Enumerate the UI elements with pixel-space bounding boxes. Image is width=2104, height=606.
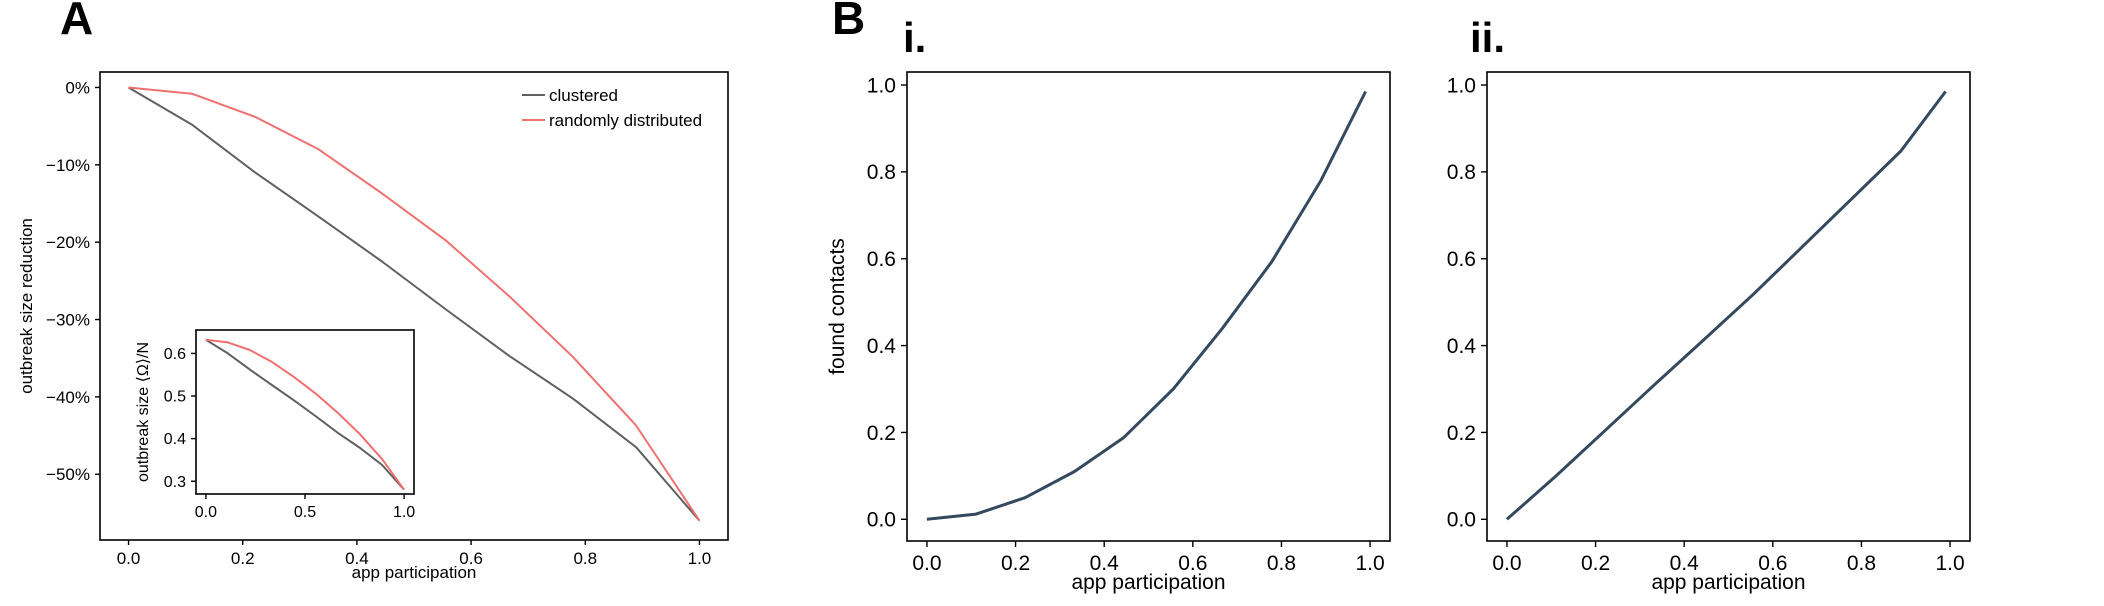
series-line-clustered	[205, 338, 405, 491]
y-tick-label: 0.2	[867, 422, 896, 445]
legend-label: clustered	[549, 86, 618, 105]
series-line-blue	[1505, 90, 1947, 521]
y-tick-label: 0.2	[1447, 422, 1476, 445]
x-tick-label: 0.2	[1581, 552, 1610, 575]
y-tick-label: 0.4	[867, 335, 897, 358]
y-tick-label: −10%	[46, 156, 90, 175]
y-tick-label: 0.6	[867, 248, 896, 271]
x-tick-label: 0.4	[1670, 552, 1700, 575]
x-tick-label: 0.6	[1178, 552, 1207, 575]
x-tick-label: 0.4	[1090, 552, 1120, 575]
chart-a-inset: 0.0 0.5 1.0 0.3 0.4 0.5 0.6 outbreak size ⟨Ω⟩/N	[135, 329, 415, 521]
y-tick-label: 0.6	[1447, 248, 1476, 271]
x-tick-label: 0.6	[459, 549, 483, 568]
x-tick-label: 0.8	[1847, 552, 1876, 575]
plot-frame	[906, 71, 1391, 542]
x-tick-label: 0.8	[573, 549, 597, 568]
x-tick-label: 1.0	[1355, 552, 1384, 575]
y-axis-label: outbreak size reduction	[17, 218, 36, 394]
y-tick-label: 0.8	[867, 161, 896, 184]
y-tick-label: −20%	[46, 233, 90, 252]
y-tick-label: 0.0	[867, 509, 896, 532]
x-tick-label: 0.6	[1758, 552, 1787, 575]
panel-letter-b: B	[832, 0, 865, 44]
chart-b-i: 0.0 0.2 0.4 0.6 0.8 1.0 0.0 0.2 0.4 0.6 0.8 1.0 app …	[826, 71, 1391, 594]
y-tick-label: 0%	[65, 78, 90, 97]
series-line-random	[128, 86, 701, 522]
x-tick-label: 0.8	[1267, 552, 1296, 575]
y-tick-label: 0.6	[164, 346, 186, 363]
y-tick-label: 1.0	[867, 74, 896, 97]
panel-letter-a: A	[60, 0, 93, 44]
y-tick-label: −30%	[46, 310, 90, 329]
y-tick-label: 0.8	[1447, 161, 1476, 184]
subpanel-label-ii: ii.	[1470, 14, 1505, 61]
series-line-random	[205, 338, 405, 491]
x-axis-label: app participation	[352, 563, 477, 582]
x-tick-label: 0.2	[1001, 552, 1030, 575]
x-tick-label: 0.0	[1492, 552, 1521, 575]
x-tick-label: 0.0	[912, 552, 941, 575]
x-tick-label: 0.4	[345, 549, 369, 568]
series-line-blue	[926, 90, 1367, 521]
x-tick-label: 0.5	[294, 504, 316, 521]
y-tick-label: 0.0	[1447, 509, 1476, 532]
chart-a-main: 0.0 0.2 0.4 0.6 0.8 1.0 0% −10% −20% −30% −40% −50%…	[17, 71, 729, 582]
y-tick-label: 0.4	[1447, 335, 1477, 358]
x-axis-label: app participation	[1651, 571, 1805, 594]
series-line-clustered	[127, 86, 701, 522]
y-tick-label: 1.0	[1447, 74, 1476, 97]
y-tick-label: 0.3	[164, 474, 186, 491]
x-tick-label: 0.0	[117, 549, 141, 568]
y-tick-label: 0.4	[164, 431, 186, 448]
x-tick-label: 0.0	[195, 504, 217, 521]
plot-frame	[1486, 71, 1971, 542]
x-tick-label: 1.0	[1935, 552, 1964, 575]
y-axis-label: outbreak size ⟨Ω⟩/N	[135, 342, 152, 482]
y-tick-label: 0.5	[164, 389, 186, 406]
y-tick-label: −50%	[46, 465, 90, 484]
chart-b-ii: 0.0 0.2 0.4 0.6 0.8 1.0 0.0 0.2 0.4 0.6 0.8 1.0 app …	[1447, 71, 1971, 594]
subpanel-label-i: i.	[903, 14, 926, 61]
y-tick-label: −40%	[46, 388, 90, 407]
legend-label: randomly distributed	[549, 111, 702, 130]
x-tick-label: 0.2	[231, 549, 255, 568]
x-axis-label: app participation	[1071, 571, 1225, 594]
y-axis-label: found contacts	[826, 238, 849, 375]
x-tick-label: 1.0	[688, 549, 712, 568]
x-tick-label: 1.0	[393, 504, 415, 521]
